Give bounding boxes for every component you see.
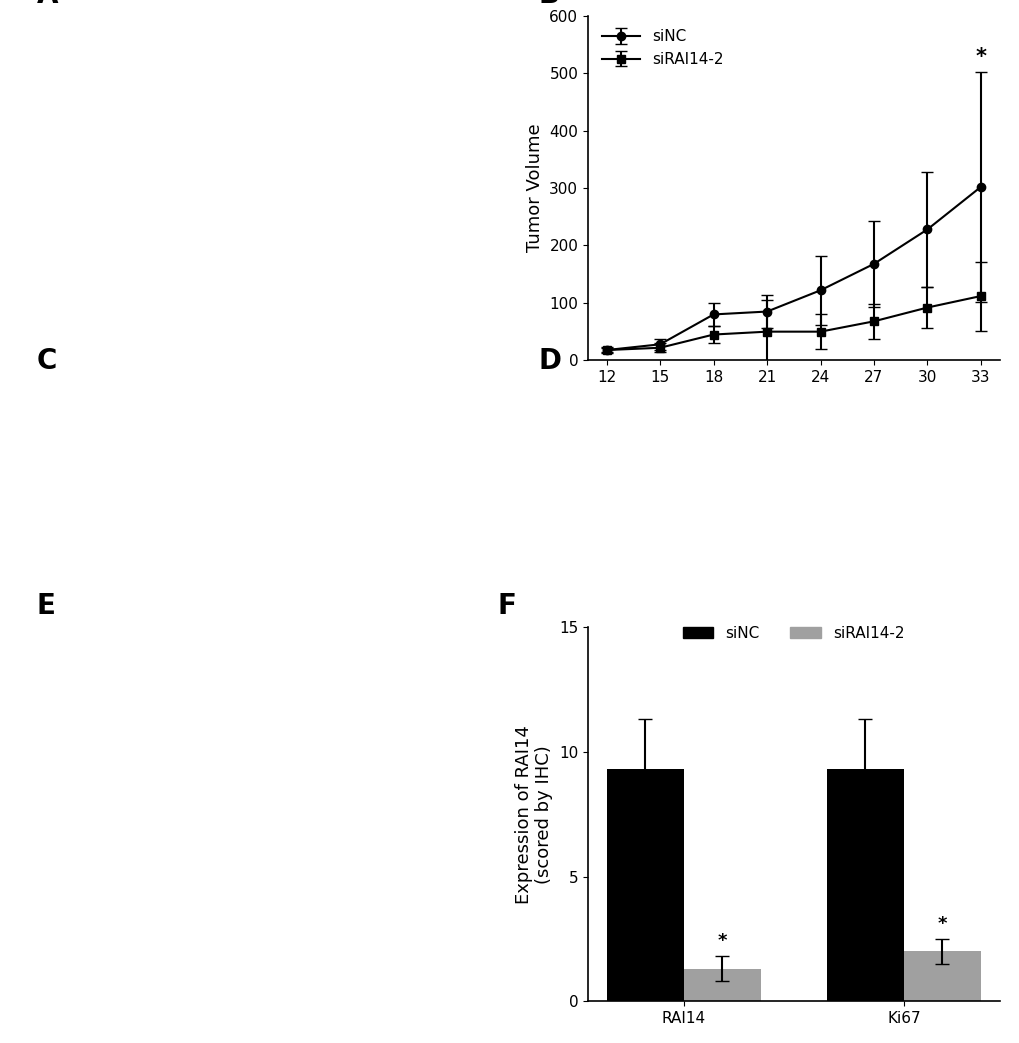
Bar bbox=[826, 770, 903, 1001]
Legend: siNC, siRAI14-2: siNC, siRAI14-2 bbox=[676, 620, 910, 647]
Text: F: F bbox=[497, 591, 516, 620]
Text: *: * bbox=[716, 932, 727, 950]
Bar bbox=[683, 969, 760, 1001]
Text: *: * bbox=[974, 47, 985, 68]
Text: B: B bbox=[538, 0, 559, 8]
Text: A: A bbox=[37, 0, 58, 8]
Bar bbox=[903, 951, 980, 1001]
Y-axis label: Tumor Volume: Tumor Volume bbox=[525, 124, 543, 252]
Text: *: * bbox=[936, 915, 947, 932]
Legend: siNC, siRAI14-2: siNC, siRAI14-2 bbox=[595, 23, 729, 73]
Bar bbox=[606, 770, 683, 1001]
Text: E: E bbox=[37, 591, 55, 620]
Text: C: C bbox=[37, 346, 57, 374]
Text: D: D bbox=[538, 346, 561, 374]
Y-axis label: Expression of RAI14
(scored by IHC): Expression of RAI14 (scored by IHC) bbox=[515, 725, 553, 903]
X-axis label: Days: Days bbox=[770, 391, 815, 409]
